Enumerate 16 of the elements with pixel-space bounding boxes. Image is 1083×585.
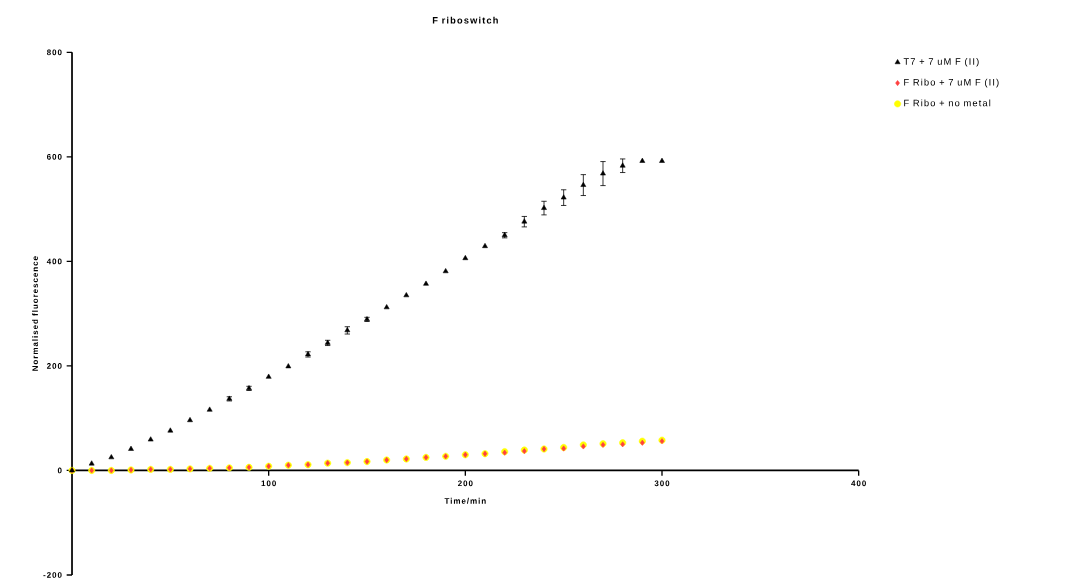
x-tick-label: 400 bbox=[851, 480, 866, 487]
y-tick-label: 400 bbox=[46, 258, 62, 265]
x-axis-title: Time/min bbox=[444, 497, 486, 504]
y-tick-label: -200 bbox=[43, 572, 62, 578]
legend-label: T7 + 7 uM F (II) bbox=[903, 57, 979, 67]
x-tick-label: 100 bbox=[261, 480, 276, 487]
chart-title: F riboswitch bbox=[432, 16, 498, 24]
x-tick-label: 200 bbox=[457, 480, 473, 487]
legend-label: F Ribo + no metal bbox=[904, 99, 991, 107]
y-tick-label: 600 bbox=[46, 154, 62, 160]
legend-label: F Ribo + 7 uM F (II) bbox=[904, 78, 999, 88]
y-tick-label: 0 bbox=[57, 467, 62, 474]
y-tick-label: 200 bbox=[46, 363, 62, 369]
y-tick-label: 800 bbox=[46, 49, 62, 56]
x-tick-label: 300 bbox=[654, 480, 670, 487]
y-axis-title: Normalised fluorescence bbox=[32, 256, 38, 371]
